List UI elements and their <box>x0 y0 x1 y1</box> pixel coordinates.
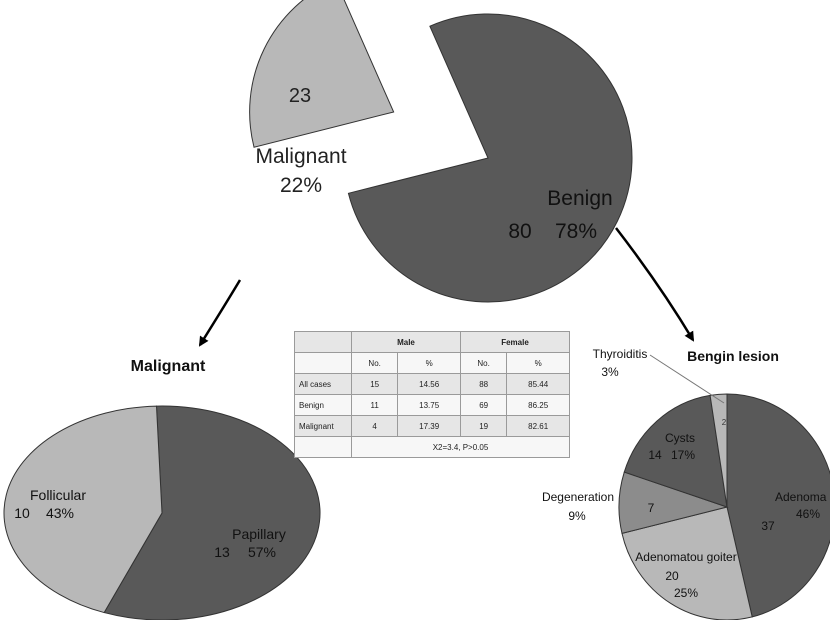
table-cell: 82.61 <box>506 415 570 437</box>
malignant-count-label: 23 <box>289 85 311 107</box>
malignant-slice-label: Malignant <box>255 145 346 168</box>
table-header-female: Female <box>459 331 571 353</box>
degeneration-slice-label: Degeneration <box>542 490 614 504</box>
adenomatou-goiter-percent-label: 25% <box>674 586 698 600</box>
malignant-pie-title: Malignant <box>131 358 206 375</box>
table-row-label: All cases <box>294 373 352 395</box>
benign-count-label: 80 <box>508 220 531 243</box>
table-row: All cases 15 14.56 88 85.44 <box>294 373 570 395</box>
cysts-count-label: 14 <box>648 448 662 462</box>
adenoma-slice-label: Adenoma <box>775 490 827 504</box>
table-subheader-cell: No. <box>350 352 399 374</box>
table-header-row: Male Female <box>294 331 571 353</box>
table-cell: 15 <box>350 373 399 395</box>
slice-cysts <box>623 394 728 508</box>
thyroiditis-leader-line <box>649 354 725 404</box>
table-subheader-blank <box>294 352 352 374</box>
table-cell: 14.56 <box>397 373 461 395</box>
table-row-label: Malignant <box>294 415 352 437</box>
table-footnote-blank <box>294 436 352 458</box>
table-cell: 17.39 <box>397 415 461 437</box>
table-footnote: X2=3.4, P>0.05 <box>351 436 570 458</box>
slice-thyroiditis <box>709 393 728 508</box>
table-row-label: Benign <box>294 394 352 416</box>
papillary-percent-label: 57% <box>248 544 276 560</box>
follicular-slice-label: Follicular <box>30 487 86 503</box>
table-row: Benign 11 13.75 69 86.25 <box>294 394 570 416</box>
slice-follicular <box>3 405 163 614</box>
adenomatou-goiter-slice-label: Adenomatou goiter <box>635 550 736 564</box>
thyroiditis-count-label: 2 <box>722 418 727 427</box>
adenoma-count-label: 37 <box>761 519 775 533</box>
table-subheader-cell: % <box>506 352 570 374</box>
thyroiditis-slice-label: Thyroiditis <box>593 347 648 361</box>
papillary-slice-label: Papillary <box>232 526 286 542</box>
table-row: Malignant 4 17.39 19 82.61 <box>294 415 570 437</box>
slice-malignant <box>249 0 395 148</box>
benign-percent-label: 78% <box>555 220 597 243</box>
table-cell: 69 <box>459 394 508 416</box>
gender-distribution-table: Male Female No. % No. % All cases 15 14.… <box>294 331 571 458</box>
table-cell: 19 <box>459 415 508 437</box>
cysts-percent-label: 17% <box>671 448 695 462</box>
table-cell: 4 <box>350 415 399 437</box>
table-cell: 86.25 <box>506 394 570 416</box>
table-subheader-row: No. % No. % <box>294 352 570 374</box>
follicular-count-label: 10 <box>14 505 30 521</box>
benign-lesion-pie-title: Bengin lesion <box>687 348 779 364</box>
thyroiditis-percent-label: 3% <box>601 365 619 379</box>
follicular-percent-label: 43% <box>46 505 74 521</box>
papillary-count-label: 13 <box>214 544 230 560</box>
arrow-to-malignant <box>198 279 242 347</box>
benign-slice-label: Benign <box>547 187 612 210</box>
slice-benign <box>347 13 633 303</box>
table-cell: 13.75 <box>397 394 461 416</box>
degeneration-percent-label: 9% <box>568 509 586 523</box>
top-pie-chart <box>249 0 633 303</box>
table-subheader-cell: % <box>397 352 461 374</box>
malignant-percent-label: 22% <box>280 174 322 197</box>
arrow-to-benign-lesion <box>615 227 695 342</box>
malignant-pie-chart <box>3 405 321 620</box>
degeneration-count-label: 7 <box>648 501 655 515</box>
cysts-slice-label: Cysts <box>665 431 695 445</box>
adenomatou-goiter-count-label: 20 <box>665 569 679 583</box>
table-cell: 11 <box>350 394 399 416</box>
table-cell: 85.44 <box>506 373 570 395</box>
table-corner-cell <box>294 331 352 353</box>
slice-adenoma <box>726 393 830 618</box>
table-footnote-row: X2=3.4, P>0.05 <box>294 436 570 458</box>
table-subheader-cell: No. <box>459 352 508 374</box>
table-header-male: Male <box>351 331 461 353</box>
slice-papillary <box>103 405 321 620</box>
table-cell: 88 <box>459 373 508 395</box>
adenoma-percent-label: 46% <box>796 507 820 521</box>
benign-lesion-pie-chart <box>618 393 830 620</box>
